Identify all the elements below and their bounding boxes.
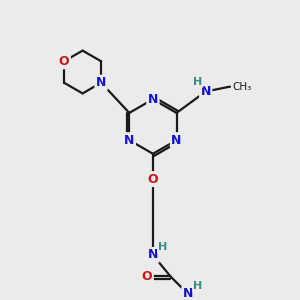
Text: O: O <box>148 172 158 186</box>
Text: N: N <box>171 134 182 147</box>
Text: N: N <box>183 287 193 300</box>
Text: N: N <box>96 76 106 89</box>
Text: H: H <box>193 77 203 87</box>
Text: N: N <box>124 134 134 147</box>
Text: O: O <box>59 55 69 68</box>
Text: N: N <box>148 248 158 262</box>
Text: N: N <box>200 85 211 98</box>
Text: O: O <box>142 270 152 283</box>
Text: CH₃: CH₃ <box>232 82 251 92</box>
Text: H: H <box>193 281 202 291</box>
Text: N: N <box>148 93 158 106</box>
Text: H: H <box>158 242 167 252</box>
